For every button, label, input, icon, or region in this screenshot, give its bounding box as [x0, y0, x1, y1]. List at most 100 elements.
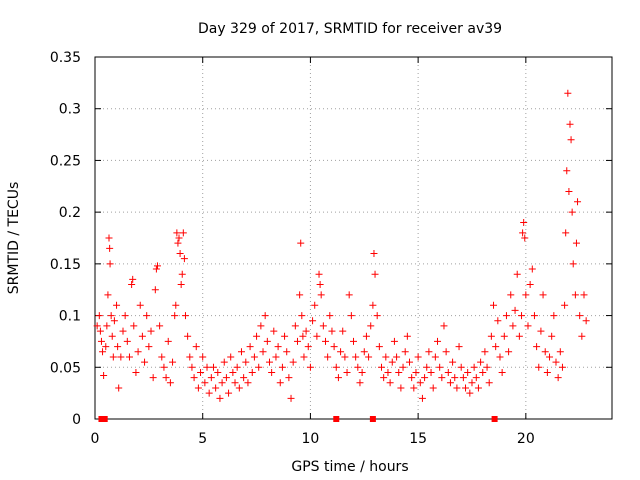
data-point	[390, 337, 398, 345]
data-point	[403, 332, 411, 340]
data-point	[321, 337, 329, 345]
data-point	[293, 337, 301, 345]
data-point	[205, 389, 213, 397]
data-point	[380, 374, 388, 382]
data-point	[302, 327, 310, 335]
data-point	[373, 312, 381, 320]
data-point	[233, 363, 241, 371]
data-point	[449, 358, 457, 366]
data-point	[173, 229, 181, 237]
data-point	[537, 327, 545, 335]
data-point	[250, 353, 258, 361]
y-tick-label: 0.25	[50, 153, 81, 169]
data-point	[567, 136, 575, 144]
data-point	[115, 384, 123, 392]
data-point	[255, 363, 263, 371]
data-point	[399, 363, 407, 371]
data-point	[93, 322, 101, 330]
data-point	[298, 312, 306, 320]
data-point	[121, 312, 129, 320]
data-point	[166, 379, 174, 387]
data-point	[179, 229, 187, 237]
data-point	[521, 234, 529, 242]
x-tick-label: 5	[198, 431, 207, 447]
y-tick-label: 0.35	[50, 50, 81, 66]
data-point	[421, 374, 429, 382]
data-point	[141, 358, 149, 366]
data-point	[369, 301, 377, 309]
data-point	[556, 348, 564, 356]
data-point	[406, 358, 414, 366]
data-point	[526, 281, 534, 289]
data-point	[332, 363, 340, 371]
data-point	[285, 374, 293, 382]
data-point	[466, 389, 474, 397]
data-point	[434, 337, 442, 345]
data-point	[162, 374, 170, 382]
data-point	[565, 187, 573, 195]
data-point	[362, 332, 370, 340]
data-point	[315, 270, 323, 278]
data-point	[519, 229, 527, 237]
data-point	[543, 368, 551, 376]
data-point	[481, 348, 489, 356]
data-point	[386, 379, 394, 387]
data-point	[175, 234, 183, 242]
data-point	[235, 384, 243, 392]
data-point	[99, 348, 107, 356]
data-point	[487, 332, 495, 340]
data-point	[370, 250, 378, 258]
data-point	[147, 327, 155, 335]
baseline-marker	[333, 416, 340, 422]
data-point	[574, 198, 582, 206]
data-point	[393, 353, 401, 361]
data-point	[281, 332, 289, 340]
data-point	[412, 368, 420, 376]
data-point	[552, 358, 560, 366]
data-point	[132, 368, 140, 376]
data-point	[507, 291, 515, 299]
data-point	[106, 244, 114, 252]
data-point	[136, 301, 144, 309]
data-point	[343, 368, 351, 376]
data-point	[128, 281, 136, 289]
x-tick-labels: 0 5 10 15 20	[91, 431, 535, 447]
data-point	[554, 374, 562, 382]
data-point	[114, 343, 122, 351]
data-point	[515, 332, 523, 340]
data-point	[356, 379, 364, 387]
data-point	[110, 317, 118, 325]
data-point	[350, 337, 357, 345]
data-point	[152, 265, 160, 273]
data-point	[119, 327, 127, 335]
data-point	[316, 281, 324, 289]
data-point	[371, 270, 379, 278]
x-tick-label: 20	[517, 431, 535, 447]
data-point	[498, 368, 506, 376]
data-point	[569, 260, 577, 268]
data-point	[199, 353, 207, 361]
data-point	[470, 363, 478, 371]
data-point	[156, 322, 164, 330]
data-point	[102, 343, 110, 351]
data-point	[311, 301, 319, 309]
data-point	[522, 291, 530, 299]
data-point	[246, 343, 254, 351]
data-point	[174, 239, 182, 247]
data-point	[384, 368, 392, 376]
data-point	[138, 332, 146, 340]
data-point	[143, 312, 151, 320]
data-point	[401, 348, 409, 356]
data-point	[253, 332, 261, 340]
data-point	[468, 379, 476, 387]
data-point	[345, 291, 353, 299]
y-axis-label: SRMTID / TECUs	[6, 182, 22, 295]
data-point	[360, 348, 368, 356]
data-point	[524, 322, 532, 330]
data-point	[576, 312, 584, 320]
data-point	[511, 306, 519, 314]
data-point	[496, 353, 504, 361]
data-point	[181, 312, 189, 320]
